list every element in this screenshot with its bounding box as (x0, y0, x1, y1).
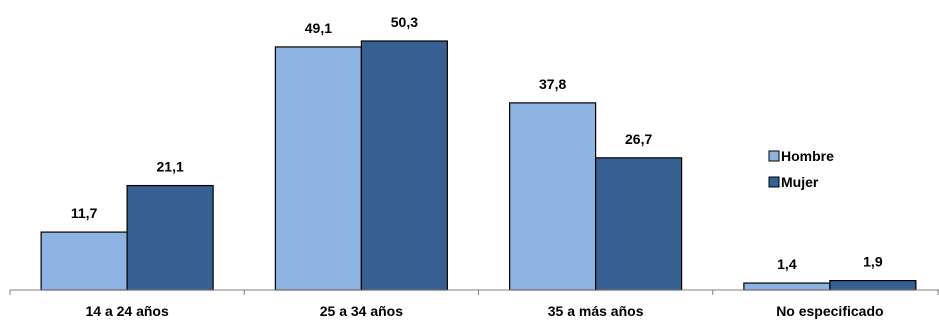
data-label-hombre-2: 37,8 (539, 76, 566, 92)
bar-hombre-1 (274, 46, 362, 291)
data-label-mujer-3: 1,9 (863, 254, 883, 270)
legend-label-hombre: Hombre (781, 148, 834, 164)
data-label-mujer-0: 21,1 (157, 159, 184, 175)
data-label-hombre-1: 49,1 (305, 20, 332, 36)
data-label-hombre-3: 1,4 (777, 256, 797, 272)
x-tick-label-2: 35 a más años (548, 303, 644, 319)
legend-swatch-hombre (768, 150, 780, 162)
bar-hombre-3 (743, 282, 831, 291)
bar-hombre-0 (40, 231, 128, 291)
bar-hombre-2 (509, 102, 597, 291)
data-labels-layer: 11,7 21,1 49,1 50,3 37,8 26,7 1,4 1,9 (71, 14, 883, 272)
legend-label-mujer: Mujer (781, 174, 819, 190)
x-axis: 14 a 24 años 25 a 34 años 35 a más años No … (9, 289, 939, 319)
data-label-mujer-1: 50,3 (391, 14, 418, 30)
legend-swatch-mujer (768, 176, 780, 188)
bar-mujer-3 (829, 279, 917, 291)
bar-mujer-1 (360, 40, 448, 291)
data-label-mujer-2: 26,7 (625, 131, 652, 147)
data-label-hombre-0: 11,7 (71, 205, 98, 221)
bar-mujer-2 (595, 157, 683, 291)
x-tick-label-0: 14 a 24 años (85, 303, 168, 319)
x-tick-label-1: 25 a 34 años (320, 303, 403, 319)
bars-layer (40, 40, 917, 291)
legend: Hombre Mujer (768, 148, 834, 190)
bar-mujer-0 (126, 184, 214, 291)
x-tick-label-3: No especificado (776, 303, 883, 319)
